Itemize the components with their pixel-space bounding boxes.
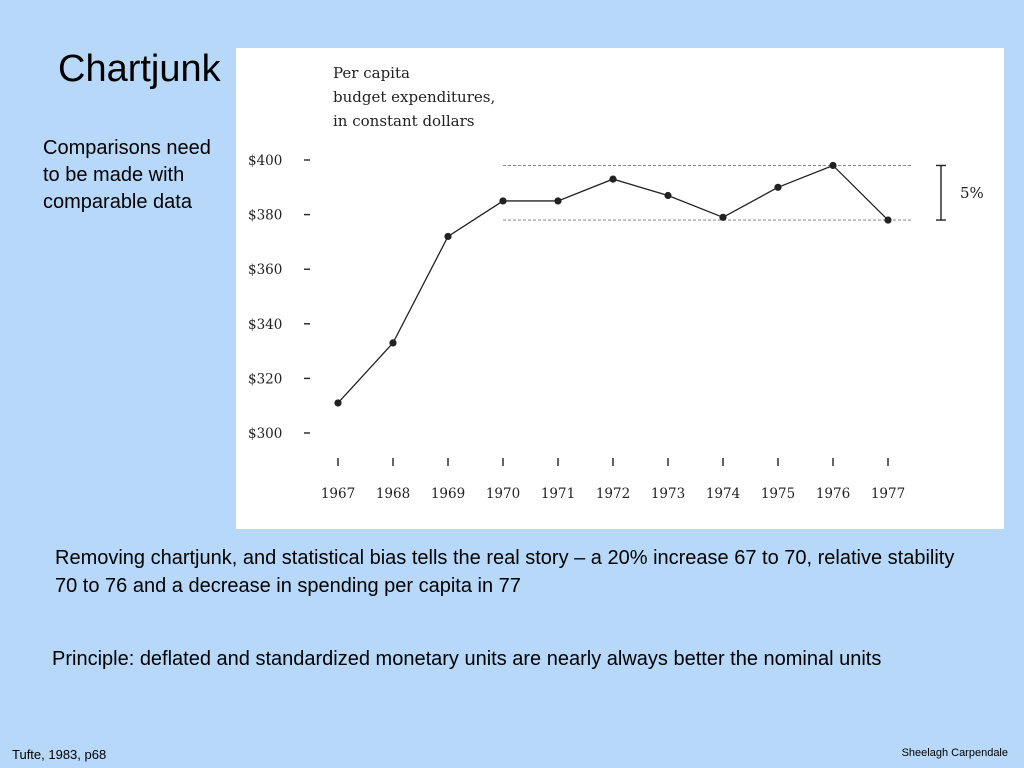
side-note: Comparisons need to be made with compara… — [43, 137, 211, 213]
data-point — [554, 197, 562, 205]
author-footer: Sheelagh Carpendale — [901, 747, 1008, 759]
x-tick-label: 1970 — [486, 486, 520, 502]
y-tick-label: $360 — [248, 262, 282, 278]
data-point — [499, 197, 507, 205]
x-tick-label: 1973 — [651, 486, 685, 502]
x-tick-label: 1969 — [431, 486, 465, 502]
y-tick-label: $340 — [248, 317, 282, 333]
data-point — [774, 183, 782, 191]
data-point — [389, 339, 397, 347]
caption-principle: Principle: deflated and standardized mon… — [52, 648, 882, 670]
chart-title-line-1: Per capita — [333, 64, 410, 82]
x-tick-label: 1972 — [596, 486, 630, 502]
data-point — [609, 175, 617, 183]
data-point — [444, 232, 452, 241]
chart-title-line-3: in constant dollars — [333, 112, 475, 130]
x-tick-label: 1977 — [871, 486, 905, 502]
data-point — [664, 191, 672, 200]
y-tick-label: $300 — [248, 426, 282, 442]
series-line — [337, 164, 889, 404]
line-chart: $300 $320 $340 $360 $380 $400 1967 1968 1969 1970… — [248, 153, 984, 502]
x-tick-label: 1967 — [321, 486, 355, 502]
y-tick-label: $380 — [248, 208, 282, 224]
data-point — [334, 399, 342, 407]
data-point — [719, 213, 727, 221]
x-tick-label: 1971 — [541, 486, 575, 502]
caption-removing-chartjunk: Removing chartjunk, and statistical bias… — [55, 547, 955, 597]
x-tick-label: 1974 — [706, 486, 740, 502]
chart-title: Per capita budget expenditures, in const… — [333, 61, 495, 133]
chart-panel: Per capita budget expenditures, in const… — [236, 48, 1004, 529]
citation-footer: Tufte, 1983, p68 — [12, 747, 107, 762]
x-tick-label: 1968 — [376, 486, 410, 502]
data-point — [829, 161, 837, 170]
data-point — [884, 216, 892, 224]
chart-title-line-2: budget expenditures, — [333, 88, 496, 106]
range-note: 5% — [960, 184, 984, 202]
x-tick-label: 1975 — [761, 486, 795, 502]
slide-title: Chartjunk — [58, 48, 221, 90]
y-tick-label: $320 — [248, 371, 282, 387]
y-tick-label: $400 — [248, 153, 282, 169]
x-tick-label: 1976 — [816, 486, 850, 502]
